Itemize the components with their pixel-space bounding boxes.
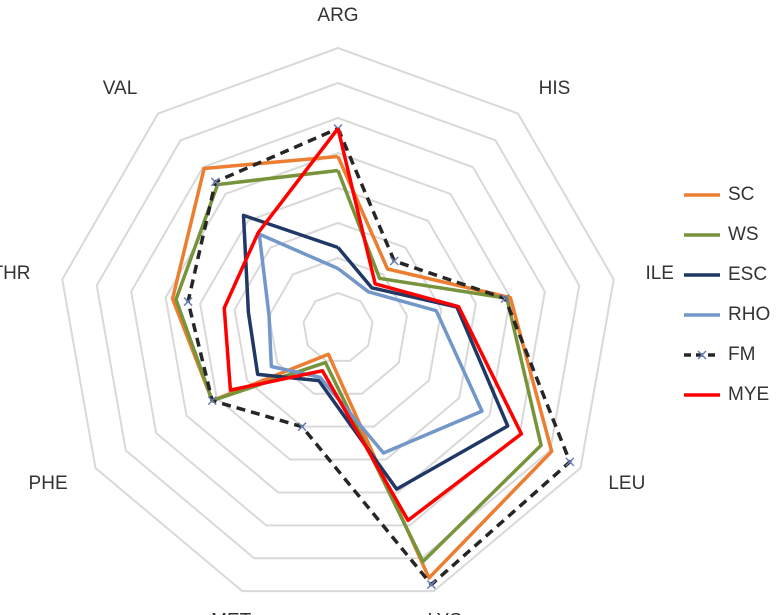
axis-label: ILE: [645, 263, 674, 284]
point-marker: [565, 457, 575, 467]
point-marker: [426, 580, 436, 590]
axis-label: VAL: [103, 78, 138, 99]
point-marker: [297, 422, 307, 432]
legend-label: WS: [728, 224, 759, 245]
point-marker: [183, 297, 193, 307]
grid-ring: [130, 116, 546, 527]
grid-ring: [164, 151, 512, 494]
grid-ring: [302, 291, 374, 362]
axis-label: HIS: [539, 78, 571, 99]
point-marker: [210, 177, 220, 187]
axis-label: THR: [0, 263, 31, 284]
grid-ring: [61, 46, 615, 593]
legend-label: SC: [728, 184, 754, 205]
axis-label: MET: [211, 610, 252, 615]
legend-label: RHO: [728, 304, 770, 325]
legend-label: FM: [728, 344, 755, 365]
point-marker: [207, 396, 217, 406]
grid-ring: [199, 186, 477, 461]
axis-label: LEU: [608, 473, 645, 494]
series-line: [222, 127, 524, 523]
legend-label: MYE: [728, 384, 769, 405]
series-line: [257, 232, 484, 455]
legend-marker: [697, 350, 707, 360]
legend-label: ESC: [728, 264, 767, 285]
axis-label: ARG: [317, 5, 358, 26]
axis-label: PHE: [29, 473, 68, 494]
grid-ring: [268, 256, 408, 395]
axis-label: LYS: [428, 610, 463, 615]
series-line: [186, 126, 572, 587]
grid-ring: [95, 81, 581, 560]
point-marker: [500, 293, 510, 304]
point-marker: [389, 256, 399, 266]
